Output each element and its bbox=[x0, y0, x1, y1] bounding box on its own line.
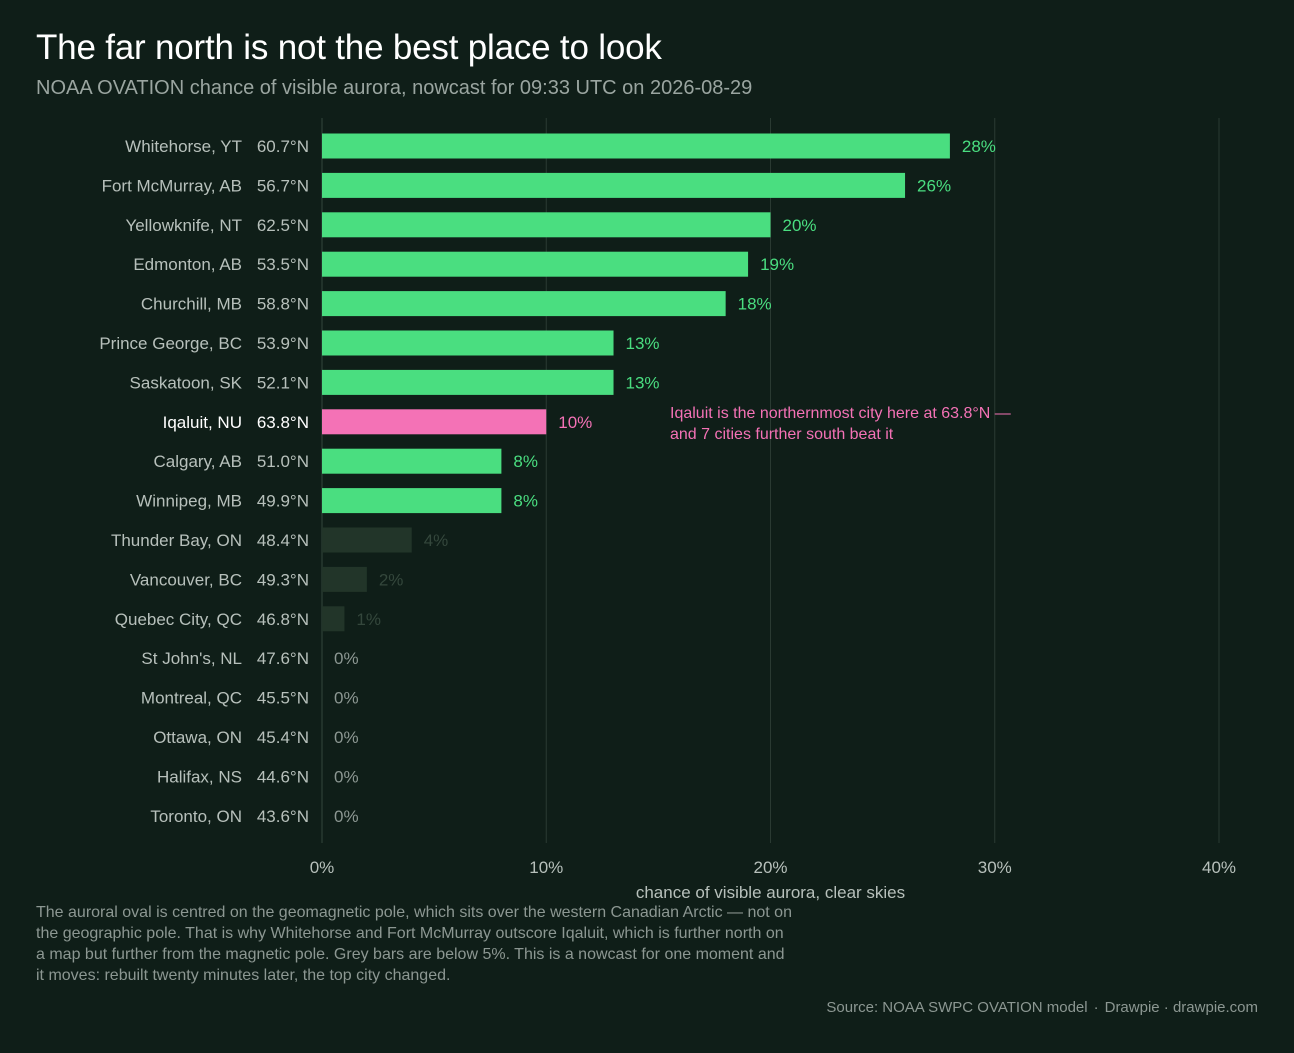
value-label: 28% bbox=[962, 137, 996, 156]
city-label: Saskatoon, SK bbox=[130, 373, 243, 392]
city-label: Edmonton, AB bbox=[133, 255, 242, 274]
grid-lines bbox=[321, 118, 1220, 843]
city-label: Whitehorse, YT bbox=[125, 137, 242, 156]
city-label: Montreal, QC bbox=[141, 689, 242, 708]
city-label: Prince George, BC bbox=[99, 334, 242, 353]
value-label: 8% bbox=[513, 452, 538, 471]
latitude-label: 45.4°N bbox=[257, 728, 309, 747]
x-axis-label: chance of visible aurora, clear skies bbox=[636, 883, 905, 902]
latitude-label: 63.8°N bbox=[257, 413, 309, 432]
city-label: Quebec City, QC bbox=[115, 610, 242, 629]
annotation-line: and 7 cities further south beat it bbox=[670, 426, 894, 443]
x-tick-label: 10% bbox=[529, 858, 563, 877]
value-label: 0% bbox=[334, 767, 359, 786]
iqaluit-annotation: Iqaluit is the northernmost city here at… bbox=[670, 405, 1011, 443]
latitude-label: 46.8°N bbox=[257, 610, 309, 629]
latitude-label: 49.3°N bbox=[257, 570, 309, 589]
x-tick-label: 20% bbox=[753, 858, 787, 877]
bar bbox=[322, 409, 547, 435]
bar bbox=[322, 527, 412, 553]
x-axis: 0% 10% 20% 30% 40% chance of visible aurora, … bbox=[310, 858, 1236, 902]
value-label: 2% bbox=[379, 570, 404, 589]
x-tick-label: 30% bbox=[978, 858, 1012, 877]
bar bbox=[322, 172, 906, 198]
latitude-label: 45.5°N bbox=[257, 689, 309, 708]
value-label: 4% bbox=[424, 531, 449, 550]
city-label: Ottawa, ON bbox=[153, 728, 242, 747]
value-label: 0% bbox=[334, 649, 359, 668]
bar bbox=[322, 251, 749, 277]
city-label: Toronto, ON bbox=[150, 807, 242, 826]
bar bbox=[322, 566, 367, 592]
latitude-label: 60.7°N bbox=[257, 137, 309, 156]
source-separator: · bbox=[1093, 999, 1099, 1016]
value-label: 13% bbox=[626, 373, 660, 392]
value-label: 13% bbox=[626, 334, 660, 353]
value-label: 0% bbox=[334, 728, 359, 747]
value-label: 1% bbox=[356, 610, 381, 629]
value-label: 0% bbox=[334, 807, 359, 826]
x-tick-label: 0% bbox=[310, 858, 335, 877]
footnote: The auroral oval is centred on the geoma… bbox=[36, 904, 792, 984]
city-label: Fort McMurray, AB bbox=[102, 176, 242, 195]
city-label: Thunder Bay, ON bbox=[111, 531, 242, 550]
city-label: Vancouver, BC bbox=[130, 570, 242, 589]
chart-subtitle: NOAA OVATION chance of visible aurora, n… bbox=[36, 77, 753, 99]
latitude-label: 47.6°N bbox=[257, 649, 309, 668]
bars bbox=[322, 133, 950, 632]
latitude-label: 48.4°N bbox=[257, 531, 309, 550]
value-label: 0% bbox=[334, 689, 359, 708]
bar bbox=[322, 291, 726, 317]
bar bbox=[322, 133, 950, 159]
city-label: St John's, NL bbox=[141, 649, 242, 668]
city-label: Calgary, AB bbox=[153, 452, 242, 471]
latitude-label: 52.1°N bbox=[257, 373, 309, 392]
latitude-label: 49.9°N bbox=[257, 492, 309, 511]
source-credit: Drawpie · drawpie.com bbox=[1104, 999, 1258, 1016]
latitude-label: 44.6°N bbox=[257, 767, 309, 786]
value-label: 10% bbox=[558, 413, 592, 432]
x-tick-label: 40% bbox=[1202, 858, 1236, 877]
latitude-label: 53.5°N bbox=[257, 255, 309, 274]
city-label: Winnipeg, MB bbox=[136, 492, 242, 511]
source-text: Source: NOAA SWPC OVATION model bbox=[826, 999, 1088, 1016]
latitude-label: 51.0°N bbox=[257, 452, 309, 471]
value-label: 8% bbox=[513, 492, 538, 511]
city-label: Yellowknife, NT bbox=[125, 216, 242, 235]
latitude-label: 53.9°N bbox=[257, 334, 309, 353]
city-label: Iqaluit, NU bbox=[163, 413, 242, 432]
city-label: Halifax, NS bbox=[157, 767, 242, 786]
latitude-label: 56.7°N bbox=[257, 176, 309, 195]
value-label: 18% bbox=[738, 295, 772, 314]
row-labels: 28% Whitehorse, YT 60.7°N 26% Fort McMurray,… bbox=[99, 137, 996, 826]
value-label: 26% bbox=[917, 176, 951, 195]
latitude-label: 58.8°N bbox=[257, 295, 309, 314]
value-label: 19% bbox=[760, 255, 794, 274]
bar bbox=[322, 488, 502, 514]
bar bbox=[322, 330, 614, 356]
latitude-label: 43.6°N bbox=[257, 807, 309, 826]
source-line: Source: NOAA SWPC OVATION model · Drawpie … bbox=[826, 999, 1258, 1016]
city-label: Churchill, MB bbox=[141, 295, 242, 314]
bar bbox=[322, 448, 502, 474]
latitude-label: 62.5°N bbox=[257, 216, 309, 235]
bar bbox=[322, 212, 771, 238]
chart-title: The far north is not the best place to l… bbox=[36, 28, 662, 67]
annotation-line: Iqaluit is the northernmost city here at… bbox=[670, 405, 1011, 422]
bar bbox=[322, 369, 614, 395]
bar bbox=[322, 606, 345, 632]
value-label: 20% bbox=[783, 216, 817, 235]
